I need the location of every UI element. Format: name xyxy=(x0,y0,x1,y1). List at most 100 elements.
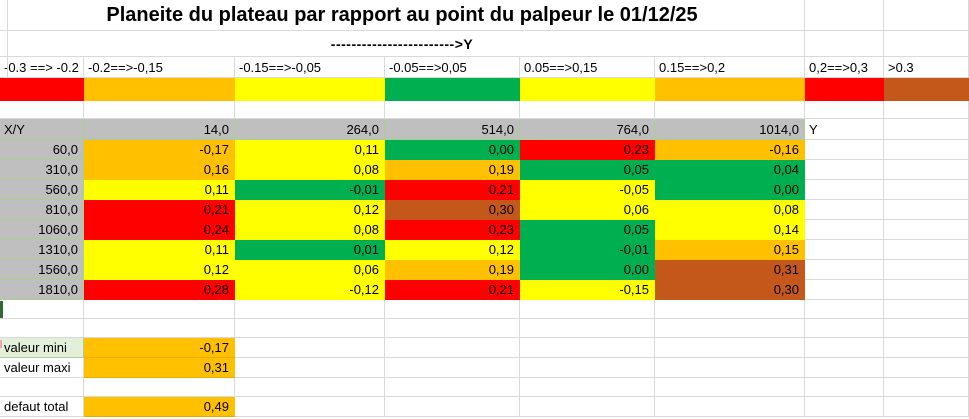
empty-cell[interactable] xyxy=(805,31,884,57)
value-cell-red[interactable]: 0,21 xyxy=(84,200,235,220)
value-cell-brown[interactable]: 0,30 xyxy=(385,200,520,220)
value-cell-orange[interactable]: -0,17 xyxy=(84,140,235,160)
empty-cell[interactable] xyxy=(884,119,969,140)
empty-cell[interactable] xyxy=(805,180,884,200)
legend-range-label[interactable]: >0.3 xyxy=(884,57,969,78)
value-cell-green[interactable]: 0,05 xyxy=(520,220,655,240)
empty-cell[interactable] xyxy=(884,338,969,358)
value-cell-red[interactable]: 0,28 xyxy=(84,280,235,300)
value-cell-yellow[interactable]: 0,11 xyxy=(235,140,385,160)
legend-color-swatch-orange[interactable] xyxy=(84,78,235,101)
empty-cell[interactable] xyxy=(884,220,969,240)
empty-cell[interactable] xyxy=(385,319,520,338)
empty-cell[interactable] xyxy=(235,378,385,397)
summary-label-cell[interactable]: defaut total xyxy=(0,397,84,417)
empty-cell[interactable] xyxy=(805,0,884,31)
value-cell-yellow[interactable]: 0,08 xyxy=(235,160,385,180)
empty-cell[interactable] xyxy=(655,338,805,358)
empty-cell[interactable] xyxy=(884,260,969,280)
summary-value-cell[interactable]: -0,17 xyxy=(84,338,235,358)
empty-cell[interactable] xyxy=(235,397,385,417)
empty-cell[interactable] xyxy=(520,338,655,358)
empty-cell[interactable] xyxy=(235,101,385,119)
empty-cell[interactable] xyxy=(884,280,969,300)
row-header-cell[interactable]: 810,0 xyxy=(0,200,84,220)
legend-range-label[interactable]: 0.05==>0,15 xyxy=(520,57,655,78)
legend-color-swatch-orange[interactable] xyxy=(655,78,805,101)
empty-cell[interactable] xyxy=(655,397,805,417)
column-header-cell[interactable]: 514,0 xyxy=(385,119,520,140)
empty-cell[interactable] xyxy=(655,358,805,378)
value-cell-yellow[interactable]: 0,12 xyxy=(385,240,520,260)
value-cell-brown[interactable]: 0,30 xyxy=(655,280,805,300)
empty-cell[interactable] xyxy=(520,319,655,338)
empty-cell[interactable] xyxy=(884,378,969,397)
empty-cell[interactable] xyxy=(805,101,884,119)
empty-cell[interactable] xyxy=(520,358,655,378)
empty-cell[interactable] xyxy=(884,101,969,119)
empty-cell[interactable] xyxy=(385,300,520,319)
empty-cell[interactable] xyxy=(884,0,969,31)
empty-cell[interactable] xyxy=(235,358,385,378)
value-cell-brown[interactable]: 0,31 xyxy=(655,260,805,280)
value-cell-red[interactable]: 0,21 xyxy=(385,180,520,200)
empty-cell[interactable] xyxy=(884,200,969,220)
empty-cell[interactable] xyxy=(84,378,235,397)
value-cell-green[interactable]: 0,04 xyxy=(655,160,805,180)
value-cell-yellow[interactable]: 0,11 xyxy=(84,240,235,260)
summary-label-cell[interactable]: valeur maxi xyxy=(0,358,84,378)
empty-cell[interactable] xyxy=(884,358,969,378)
value-cell-green[interactable]: 0,00 xyxy=(520,260,655,280)
empty-cell[interactable] xyxy=(655,101,805,119)
empty-cell[interactable] xyxy=(235,338,385,358)
empty-cell[interactable] xyxy=(520,300,655,319)
value-cell-yellow[interactable]: 0,12 xyxy=(235,200,385,220)
empty-cell[interactable] xyxy=(805,160,884,180)
value-cell-yellow[interactable]: -0,05 xyxy=(520,180,655,200)
empty-cell[interactable] xyxy=(884,140,969,160)
empty-cell[interactable] xyxy=(884,31,969,57)
legend-range-label[interactable]: 0,2==>0,3 xyxy=(805,57,884,78)
legend-color-swatch-yellow[interactable] xyxy=(235,78,385,101)
value-cell-yellow[interactable]: 0,08 xyxy=(655,200,805,220)
empty-cell[interactable] xyxy=(805,240,884,260)
value-cell-orange[interactable]: 0,16 xyxy=(84,160,235,180)
empty-cell[interactable] xyxy=(805,200,884,220)
empty-cell[interactable] xyxy=(385,338,520,358)
empty-cell[interactable] xyxy=(805,220,884,240)
value-cell-green[interactable]: 0,00 xyxy=(655,180,805,200)
empty-cell[interactable] xyxy=(884,319,969,338)
empty-cell[interactable] xyxy=(235,300,385,319)
value-cell-red[interactable]: 0,24 xyxy=(84,220,235,240)
empty-cell[interactable] xyxy=(84,101,235,119)
value-cell-red[interactable]: 0,23 xyxy=(385,220,520,240)
value-cell-orange[interactable]: -0,16 xyxy=(655,140,805,160)
empty-cell[interactable] xyxy=(0,300,84,319)
empty-cell[interactable] xyxy=(805,319,884,338)
value-cell-orange[interactable]: 0,19 xyxy=(385,260,520,280)
empty-cell[interactable] xyxy=(520,101,655,119)
empty-cell[interactable] xyxy=(805,378,884,397)
legend-range-label[interactable]: -0.15==>-0,05 xyxy=(235,57,385,78)
summary-value-cell[interactable]: 0,49 xyxy=(84,397,235,417)
row-header-cell[interactable]: 1060,0 xyxy=(0,220,84,240)
empty-cell[interactable] xyxy=(385,358,520,378)
row-header-cell[interactable]: 1310,0 xyxy=(0,240,84,260)
empty-cell[interactable] xyxy=(805,338,884,358)
empty-cell[interactable] xyxy=(805,397,884,417)
row-header-cell[interactable]: 60,0 xyxy=(0,140,84,160)
row-header-cell[interactable]: 560,0 xyxy=(0,180,84,200)
value-cell-orange[interactable]: 0,15 xyxy=(655,240,805,260)
empty-cell[interactable] xyxy=(235,319,385,338)
empty-cell[interactable] xyxy=(884,300,969,319)
summary-label-cell[interactable]: valeur mini xyxy=(0,338,84,358)
empty-cell[interactable] xyxy=(385,101,520,119)
empty-cell[interactable] xyxy=(385,378,520,397)
row-header-cell[interactable]: 310,0 xyxy=(0,160,84,180)
value-cell-yellow[interactable]: 0,08 xyxy=(235,220,385,240)
value-cell-yellow[interactable]: -0,15 xyxy=(520,280,655,300)
column-header-cell[interactable]: 1014,0 xyxy=(655,119,805,140)
legend-color-swatch-yellow[interactable] xyxy=(520,78,655,101)
empty-cell[interactable] xyxy=(655,300,805,319)
value-cell-orange[interactable]: 0,19 xyxy=(385,160,520,180)
